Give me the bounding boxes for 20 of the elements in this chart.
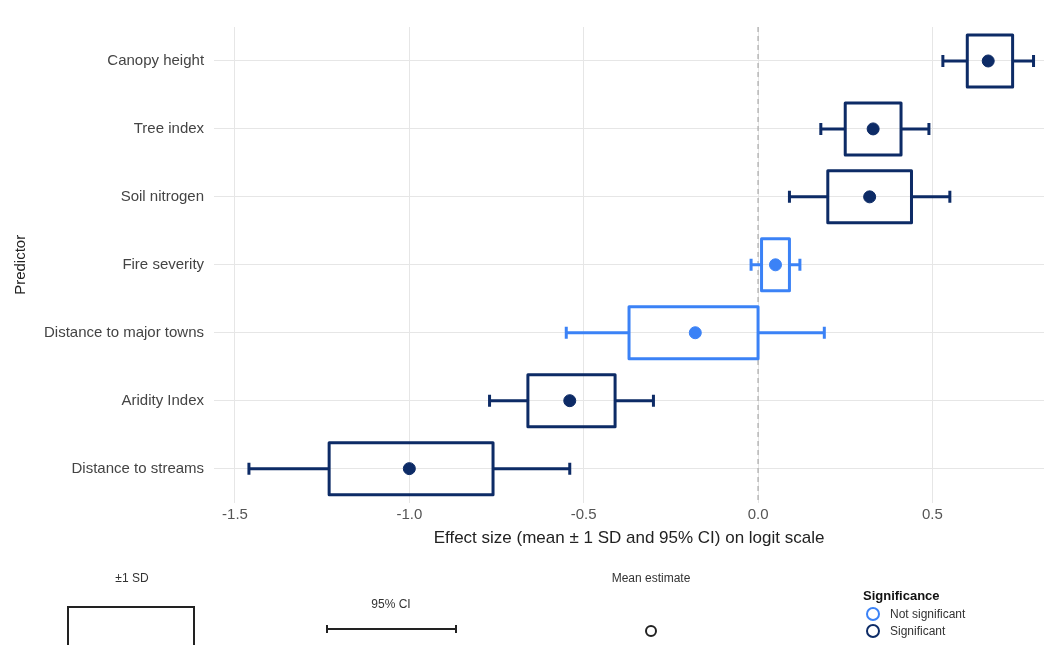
y-tick-label: Soil nitrogen (120, 187, 205, 204)
y-tick-label: Tree index (133, 119, 205, 137)
y-tick-label: Canopy height (107, 51, 205, 69)
text: ±1 SD (115, 571, 149, 585)
x-axis-title: Effect size (mean ± 1 SD and 95% CI) on logit scale (433, 528, 825, 548)
legend-label: Not significant (890, 607, 966, 621)
x-tick-label: 0.5 (921, 504, 943, 522)
text: Mean estimate (611, 571, 691, 585)
legend-title: Significance (863, 588, 941, 603)
x-tick-label: -1.5 (222, 504, 248, 522)
y-axis-title: Predictor (11, 234, 29, 295)
x-tick-label: -1.0 (396, 504, 423, 522)
y-tick-label: Distance to streams (71, 458, 205, 476)
legend-label: Significant (890, 624, 946, 638)
text: 95% CI (371, 597, 411, 611)
y-tick-label: Distance to major towns (43, 322, 205, 340)
x-tick-label: -0.5 (570, 504, 597, 522)
x-tick-label: 0.0 (747, 504, 769, 522)
y-tick-label: Aridity Index (121, 390, 205, 408)
y-tick-label: Fire severity (122, 254, 205, 272)
